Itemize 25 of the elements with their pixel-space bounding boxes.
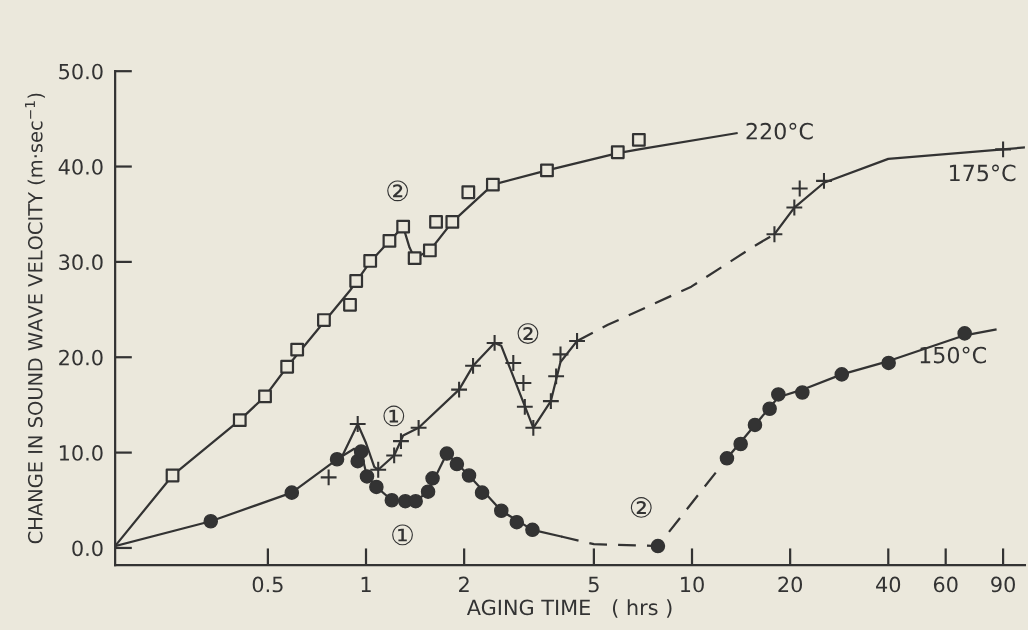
x-tick-label: 5 — [588, 576, 599, 593]
x-axis-title: AGING TIME ( hrs ) — [466, 599, 672, 618]
annotation: ① — [383, 405, 405, 427]
annotation: ② — [387, 180, 408, 202]
y-tick-label: 10.0 — [59, 445, 103, 461]
x-tick-label: 40 — [876, 576, 901, 593]
x-tick-label: 20 — [778, 576, 803, 593]
annotation: ② — [517, 323, 539, 344]
y-tick-label: 0.0 — [72, 540, 103, 557]
y-axis-title: CHANGE IN SOUND WAVE VELOCITY (m·sec$^{−1}$) — [24, 93, 45, 544]
annotation: ① — [392, 524, 413, 546]
x-tick-label: 0.5 — [252, 576, 283, 593]
annotation: ② — [630, 497, 652, 518]
series-label: 150°C — [920, 346, 986, 364]
y-tick-label: 50.0 — [59, 63, 103, 80]
y-tick-label: 40.0 — [58, 158, 103, 175]
x-tick-label: 10 — [681, 576, 704, 593]
y-tick-label: 30.0 — [59, 254, 103, 271]
x-tick-label: 2 — [459, 576, 469, 593]
x-tick-label: 60 — [933, 576, 958, 593]
y-tick-label: 20.0 — [59, 349, 103, 366]
x-tick-label: 90 — [991, 576, 1015, 593]
series-label: 175°C — [949, 164, 1016, 182]
series-label: 220°C — [746, 122, 813, 140]
x-tick-label: 1 — [361, 576, 371, 593]
